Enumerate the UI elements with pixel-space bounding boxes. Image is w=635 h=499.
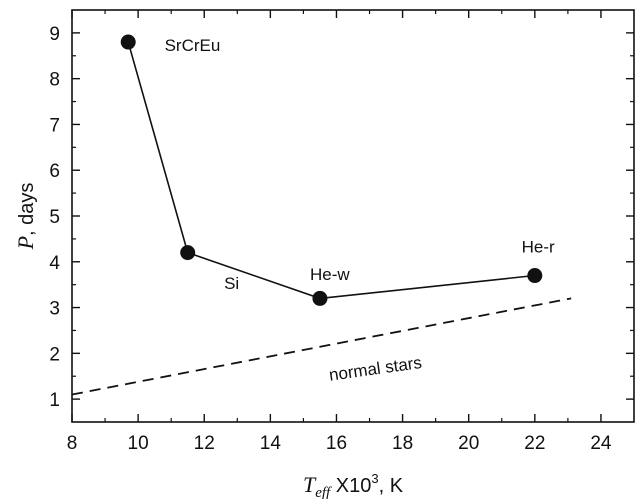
x-tick-label: 8 — [67, 433, 78, 454]
y-tick-label: 6 — [49, 161, 60, 182]
x-tick-label: 22 — [524, 433, 545, 454]
x-tick-label: 20 — [458, 433, 479, 454]
y-tick-label: 1 — [49, 390, 60, 411]
annotation-label: Si — [224, 274, 239, 293]
y-tick-label: 5 — [49, 207, 60, 228]
x-tick-label: 18 — [392, 433, 413, 454]
series — [71, 34, 572, 396]
annotation-label: normal stars — [328, 353, 423, 385]
y-tick-label: 4 — [49, 253, 60, 274]
annotations: SrCrEu Si He-w He-r normal stars — [165, 36, 555, 385]
y-axis-label: P, days — [13, 183, 38, 251]
data-point — [527, 268, 543, 284]
plot-frame — [71, 9, 635, 423]
x-tick-label: 10 — [128, 433, 149, 454]
data-point — [312, 290, 328, 306]
annotation-label: He-w — [310, 265, 350, 284]
y-tick-label: 3 — [49, 299, 60, 320]
annotation-label: SrCrEu — [165, 36, 221, 55]
data-point — [120, 34, 136, 50]
y-tick-label: 9 — [49, 24, 60, 45]
x-tick-label: 16 — [326, 433, 347, 454]
period-series-line — [127, 41, 535, 300]
ticks — [71, 10, 634, 422]
x-axis-label: Teff X103, K — [303, 471, 404, 499]
y-tick-label: 2 — [49, 344, 60, 365]
data-point — [180, 245, 196, 261]
y-tick-label: 7 — [49, 115, 60, 136]
normal-stars-dashed-line — [71, 297, 572, 396]
annotation-label: He-r — [522, 238, 555, 257]
x-tick-label: 12 — [194, 433, 215, 454]
x-tick-label: 14 — [260, 433, 282, 454]
y-tick-label: 8 — [49, 70, 60, 91]
x-tick-label: 24 — [590, 433, 612, 454]
